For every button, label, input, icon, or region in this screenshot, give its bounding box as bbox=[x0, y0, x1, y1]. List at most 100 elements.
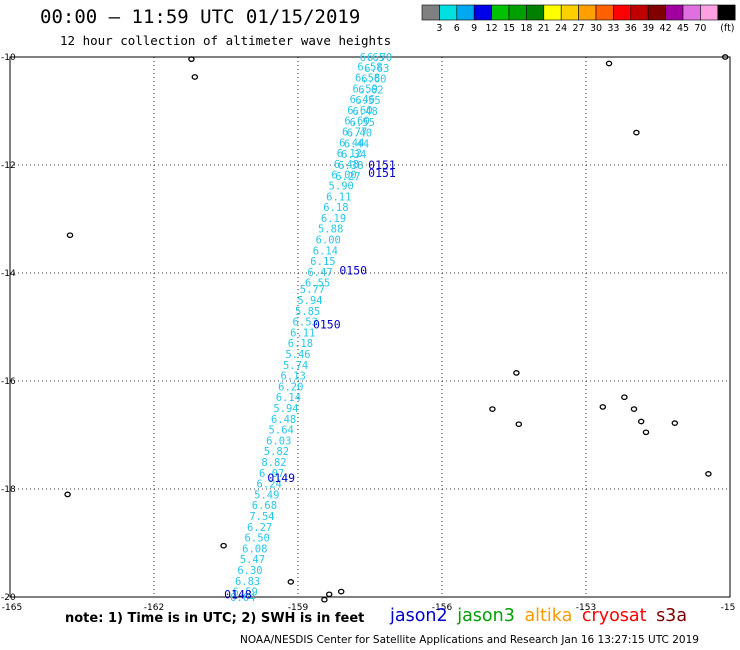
legend-swatch bbox=[456, 4, 475, 21]
color-legend: 3 6 9 12 15 18 21 24 27 30 33 36 39 42 45 70 (ft) bbox=[421, 4, 736, 34]
swh-value-label: 5.88 bbox=[318, 224, 343, 236]
legend-swatch bbox=[560, 4, 579, 21]
swh-value-label: 6.50 bbox=[245, 533, 270, 545]
lon-tick-label: -156 bbox=[432, 603, 453, 613]
swh-value-label: 6.59 bbox=[233, 587, 258, 599]
swh-value-label: 6.46 bbox=[350, 94, 375, 106]
time-label: 0148 bbox=[224, 587, 252, 601]
swh-value-label: 6.47 bbox=[307, 267, 332, 279]
island-outline bbox=[637, 418, 645, 425]
swh-value-label: 6.48 bbox=[334, 159, 359, 171]
legend-swatch bbox=[647, 4, 666, 21]
swh-value-label: 6.59 bbox=[353, 83, 378, 95]
legend-label: 36 bbox=[625, 23, 637, 34]
map-axis-labels: -10 -12 -14 -16 -18 -20-165 -162 -159 -156 -153 -1… bbox=[1, 53, 735, 613]
swh-value-label: 6.48 bbox=[271, 414, 296, 426]
legend-swatch bbox=[421, 4, 440, 21]
swh-value-label: 7.54 bbox=[249, 511, 274, 523]
swh-value-label: 5.64 bbox=[269, 425, 294, 437]
swh-value-label: 5.74 bbox=[283, 360, 308, 372]
units-note: note: 1) Time is in UTC; 2) SWH is in fe… bbox=[65, 611, 365, 626]
island-outline bbox=[489, 406, 496, 412]
swh-value-label: 6.12 bbox=[337, 148, 362, 160]
swh-value-label: 6.60 bbox=[344, 116, 369, 128]
lon-tick-label: -165 bbox=[2, 603, 22, 613]
lat-tick-label: -12 bbox=[1, 161, 16, 171]
map-title: 00:00 – 11:59 UTC 01/15/2019 bbox=[40, 6, 361, 28]
island-outline bbox=[66, 232, 74, 239]
swh-value-label: 6.60 bbox=[361, 74, 386, 86]
island-outline bbox=[188, 56, 195, 63]
legend-swatch bbox=[543, 4, 562, 21]
swh-value-label: 5.49 bbox=[254, 489, 279, 501]
swh-value-label: 6.18 bbox=[323, 202, 348, 214]
swh-value-label: 6.77 bbox=[342, 127, 367, 139]
swh-value-label: 6.63 bbox=[364, 63, 389, 75]
swh-value-label: 5.94 bbox=[297, 295, 322, 307]
legend-label: 70 bbox=[694, 23, 706, 34]
legend-label: 27 bbox=[573, 23, 585, 34]
swh-value-label: 5.46 bbox=[285, 349, 310, 361]
legend-swatch bbox=[491, 4, 510, 21]
lat-tick-label: -10 bbox=[1, 53, 16, 63]
satellite-name: s3a bbox=[656, 606, 688, 626]
legend-label: 12 bbox=[486, 23, 498, 34]
swh-value-label: 5.94 bbox=[273, 403, 298, 415]
island-outline bbox=[321, 596, 328, 603]
island-outline bbox=[642, 429, 650, 436]
island-outline bbox=[515, 421, 523, 428]
satellite-name: jason3 bbox=[457, 606, 515, 626]
swh-value-label: 6.62 bbox=[358, 84, 383, 96]
legend-swatch bbox=[630, 4, 649, 21]
lat-tick-label: -18 bbox=[1, 485, 16, 495]
swh-value-label: 6.58 bbox=[355, 73, 380, 85]
swh-value-label: 6.53 bbox=[293, 317, 318, 329]
legend-swatch bbox=[578, 4, 597, 21]
swh-value-label: 6.11 bbox=[290, 327, 315, 339]
time-label: 0149 bbox=[267, 471, 295, 485]
lat-tick-label: -20 bbox=[1, 593, 16, 603]
swh-value-label: 6.55 bbox=[355, 95, 380, 107]
legend-swatch bbox=[473, 4, 492, 21]
legend-swatch bbox=[526, 4, 545, 21]
swh-value-label: 6.64 bbox=[230, 592, 255, 604]
swh-value-label: 6.68 bbox=[252, 500, 277, 512]
legend-label: 24 bbox=[555, 23, 567, 34]
swh-value-label: 6.44 bbox=[339, 137, 364, 149]
island-outline bbox=[671, 420, 679, 426]
swh-value-label: 6.20 bbox=[278, 381, 303, 393]
swh-value-label: 6.30 bbox=[237, 565, 262, 577]
swh-value-label: 6.03 bbox=[266, 435, 291, 447]
legend-label: (ft) bbox=[720, 23, 734, 34]
swh-value-label: 6.70 bbox=[367, 52, 392, 64]
legend-swatch bbox=[508, 4, 527, 21]
credit-line: NOAA/NESDIS Center for Satellite Applica… bbox=[240, 634, 699, 646]
swh-value-label: 5.90 bbox=[329, 181, 354, 193]
legend-label: 9 bbox=[471, 23, 477, 34]
legend-label: 30 bbox=[590, 23, 602, 34]
legend-swatch bbox=[595, 4, 614, 21]
swh-value-label: 8.82 bbox=[261, 457, 286, 469]
legend-label: 45 bbox=[677, 23, 689, 34]
map-grid bbox=[9, 56, 731, 598]
lat-tick-label: -16 bbox=[1, 377, 16, 387]
legend-label: 18 bbox=[520, 23, 532, 34]
swh-value-label: 6.00 bbox=[316, 235, 341, 247]
swh-value-label: 5.85 bbox=[295, 306, 320, 318]
swh-value-label: 6.65 bbox=[360, 52, 385, 64]
island-outline bbox=[191, 74, 199, 80]
satellite-legend: jason2 jason3 altika cryosat s3a bbox=[390, 606, 691, 626]
swh-value-label: 6.27 bbox=[247, 522, 272, 534]
island-outline bbox=[630, 406, 638, 412]
island-outline bbox=[721, 54, 729, 60]
swh-value-label: 6.83 bbox=[235, 576, 260, 588]
swh-value-label: 6.00 bbox=[331, 170, 356, 182]
swh-value-label: 6.19 bbox=[321, 213, 346, 225]
lat-tick-label: -14 bbox=[1, 269, 16, 279]
swh-value-label: 6.14 bbox=[276, 392, 301, 404]
swh-value-label: 6.13 bbox=[281, 371, 306, 383]
swh-value-label: 6.11 bbox=[326, 191, 351, 203]
island-outline bbox=[513, 370, 520, 376]
lon-tick-label: -15 bbox=[721, 603, 736, 613]
swh-value-label: 6.55 bbox=[305, 278, 330, 290]
